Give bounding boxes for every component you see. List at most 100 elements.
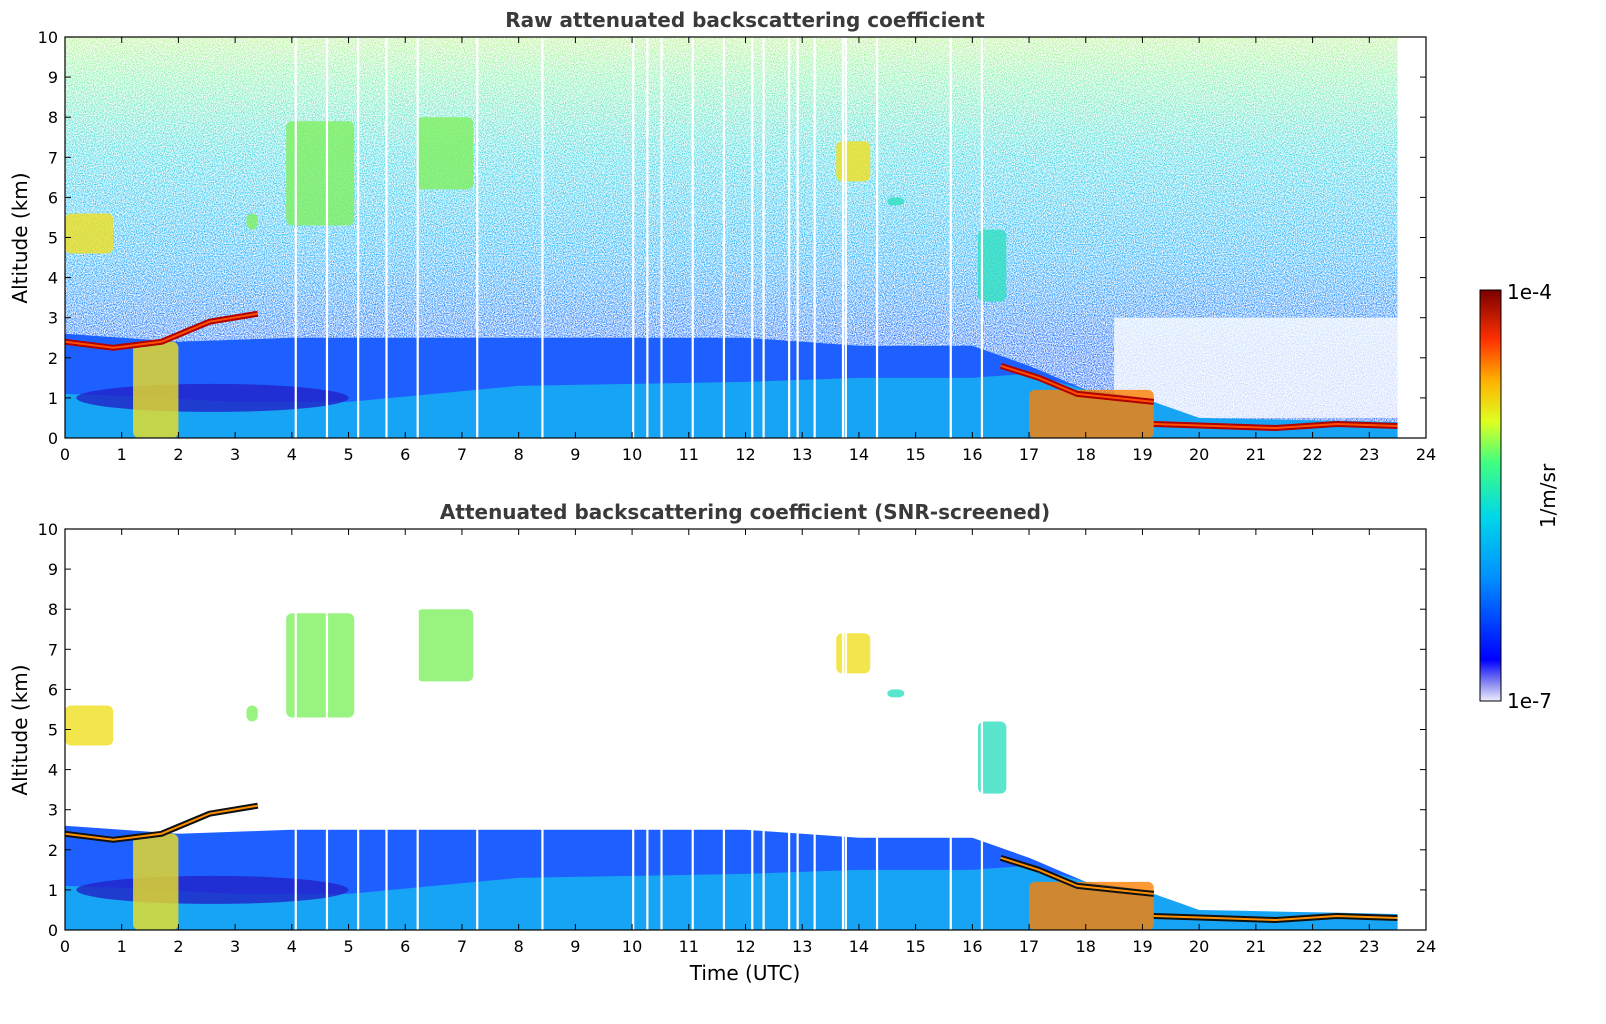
data-gap	[632, 529, 635, 930]
y-tick-label: 8	[48, 108, 58, 127]
x-tick-label: 8	[514, 445, 524, 464]
x-tick-label: 17	[1019, 445, 1039, 464]
y-tick-label: 9	[48, 68, 58, 87]
x-tick-label: 16	[962, 937, 982, 956]
mid-cloud-b	[246, 213, 258, 230]
colorbar-max-label: 1e-4	[1507, 280, 1552, 304]
low-cloud-core	[64, 312, 258, 349]
data-gap	[722, 529, 726, 930]
descending-cloud-core	[1000, 856, 1154, 895]
x-tick-label: 6	[400, 445, 410, 464]
data-gap	[875, 529, 879, 930]
y-tick-label: 1	[48, 881, 58, 900]
fog-top-core	[1153, 422, 1398, 430]
data-gap	[357, 37, 360, 438]
data-gap	[691, 37, 694, 438]
x-tick-label: 22	[1302, 937, 1322, 956]
data-gap	[762, 37, 765, 438]
descending-cloud-core	[1000, 364, 1154, 403]
colorbar	[1479, 289, 1502, 702]
x-tick-label: 21	[1246, 937, 1266, 956]
x-tick-label: 5	[343, 445, 353, 464]
x-tick-label: 14	[849, 445, 869, 464]
data-gap	[875, 37, 879, 438]
high-cloud-d	[416, 117, 474, 190]
x-tick-label: 6	[400, 937, 410, 956]
x-tick-label: 15	[905, 445, 925, 464]
y-tick-label: 3	[48, 801, 58, 820]
residual-layer	[76, 383, 349, 412]
data-gap	[813, 37, 816, 438]
data-gap	[844, 529, 847, 930]
y-tick-label: 2	[48, 349, 58, 368]
data-gap	[796, 37, 799, 438]
data-gap	[788, 37, 791, 438]
data-gap	[660, 529, 663, 930]
fog-layer	[1029, 389, 1154, 438]
x-tick-label: 7	[457, 937, 467, 956]
y-tick-label: 8	[48, 600, 58, 619]
x-tick-label: 10	[622, 937, 642, 956]
high-cloud-c	[286, 613, 355, 718]
mid-cloud-b	[246, 705, 258, 722]
x-tick-label: 4	[287, 445, 297, 464]
residual-layer	[76, 875, 349, 904]
x-tick-label: 18	[1076, 445, 1096, 464]
high-cloud-d	[416, 609, 474, 682]
high-cloud-e	[836, 633, 871, 674]
x-tick-label: 23	[1359, 445, 1379, 464]
y-tick-label: 5	[48, 229, 58, 248]
data-gap	[325, 37, 329, 438]
x-tick-label: 14	[849, 937, 869, 956]
x-tick-label: 9	[570, 937, 580, 956]
data-gap	[980, 529, 984, 930]
x-tick-label: 9	[570, 445, 580, 464]
y-tick-label: 0	[48, 921, 58, 940]
data-gap	[357, 529, 360, 930]
x-tick-label: 16	[962, 445, 982, 464]
y-tick-label: 1	[48, 389, 58, 408]
high-cloud-f	[887, 197, 905, 206]
mid-cloud-a	[65, 705, 114, 746]
y-tick-label: 0	[48, 429, 58, 448]
x-tick-label: 0	[60, 445, 70, 464]
high-cloud-e	[836, 141, 871, 182]
x-tick-label: 13	[792, 445, 812, 464]
x-tick-label: 2	[173, 445, 183, 464]
x-tick-label: 20	[1189, 937, 1209, 956]
y-tick-label: 4	[48, 761, 58, 780]
y-tick-label: 5	[48, 721, 58, 740]
precip-column	[133, 341, 179, 438]
data-gap	[541, 529, 544, 930]
data-gap	[416, 529, 419, 930]
data-gap	[722, 37, 726, 438]
x-tick-label: 13	[792, 937, 812, 956]
x-tick-label: 11	[679, 445, 699, 464]
data-gap	[949, 37, 952, 438]
data-gap	[476, 529, 479, 930]
colorbar-min-label: 1e-7	[1507, 689, 1552, 713]
x-tick-label: 0	[60, 937, 70, 956]
x-tick-label: 18	[1076, 937, 1096, 956]
mid-cloud-g	[978, 229, 1007, 302]
data-gap	[385, 37, 388, 438]
data-gap	[788, 529, 791, 930]
x-tick-label: 19	[1132, 937, 1152, 956]
mid-cloud-a	[65, 213, 114, 254]
y-tick-label: 6	[48, 680, 58, 699]
fog-top-core	[1153, 914, 1398, 922]
data-gap	[980, 37, 984, 438]
high-cloud-c	[286, 121, 355, 226]
x-tick-label: 12	[735, 445, 755, 464]
x-tick-label: 3	[230, 937, 240, 956]
data-gap	[751, 529, 754, 930]
y-tick-label: 4	[48, 269, 58, 288]
data-gap	[841, 529, 845, 930]
x-tick-label: 23	[1359, 937, 1379, 956]
x-tick-label: 24	[1416, 937, 1436, 956]
data-gap	[751, 37, 754, 438]
x-tick-label: 5	[343, 937, 353, 956]
data-gap	[949, 529, 952, 930]
colorbar-units-label: 1/m/sr	[1536, 463, 1560, 528]
